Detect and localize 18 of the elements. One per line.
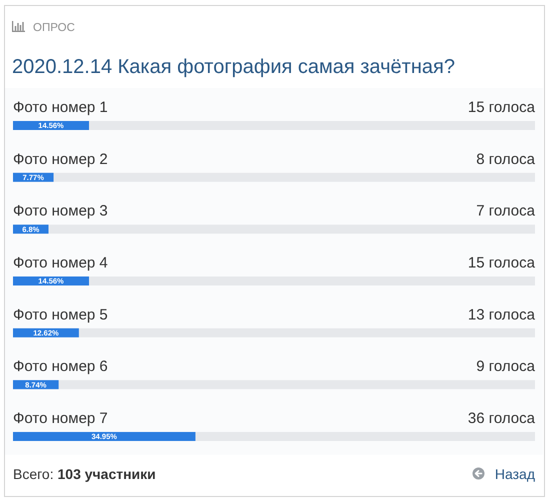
text: ОПРОС — [33, 22, 75, 34]
y-tick-label: Фото номер 6 — [13, 358, 108, 376]
annotation: 13 голоса — [468, 306, 536, 324]
text: Всего: 103 участники — [13, 466, 156, 482]
y-tick-label: Фото номер 4 — [13, 254, 108, 272]
text: Назад — [494, 466, 535, 482]
annotation: 15 голоса — [468, 99, 536, 116]
annotation: 7 голоса — [476, 202, 536, 220]
y-tick-label: Фото номер 7 — [13, 410, 108, 427]
annotation: 36 голоса — [468, 410, 536, 427]
annotation: 8 голоса — [476, 150, 536, 168]
y-tick-label: Фото номер 5 — [13, 306, 108, 324]
annotation: 9 голоса — [476, 358, 536, 376]
y-tick-label: Фото номер 3 — [13, 202, 108, 220]
y-tick-label: Фото номер 1 — [13, 99, 108, 116]
annotation: 15 голоса — [468, 254, 536, 272]
y-tick-label: Фото номер 2 — [13, 150, 108, 168]
chart-title: 2020.12.14 Какая фотография самая зачётная? — [12, 56, 455, 78]
